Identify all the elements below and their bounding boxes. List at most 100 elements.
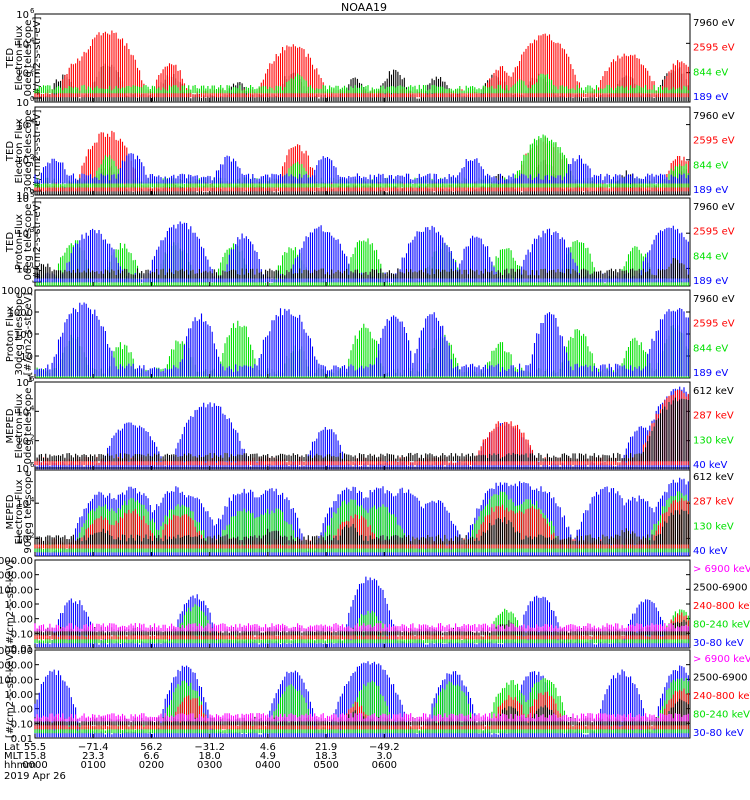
series-black xyxy=(34,258,689,279)
legend-entry: 189 eV xyxy=(693,185,728,196)
x-tick-label: 4.9 xyxy=(260,751,276,762)
panel-7: 0.01 0.10 1.00 10.00 100.00 1000.00 10000.00[#… xyxy=(0,556,750,655)
legend-entry: 130 keV xyxy=(693,521,734,532)
y-tick-label: 1000 xyxy=(8,308,33,319)
legend-entry: 844 eV xyxy=(693,160,728,171)
y-tick-label: 10 xyxy=(16,499,29,510)
x-tick-label: 0600 xyxy=(372,760,397,771)
y-tick-exponent: 2 xyxy=(30,531,34,539)
legend-entry: 80-240 keV xyxy=(693,710,750,721)
y-tick-label: 10 xyxy=(16,464,29,475)
y-tick-label: 10 xyxy=(16,534,29,545)
legend-entry: 2500-6900 xyxy=(693,673,748,684)
x-tick-label: 56.2 xyxy=(140,742,162,753)
y-axis-label: Proton Flux30deg telescope[#/cm2-s-str-e… xyxy=(5,292,34,375)
y-tick-label: 10 xyxy=(16,437,29,448)
legend-entry: 30-80 keV xyxy=(693,728,744,739)
legend-entry: 612 keV xyxy=(693,472,734,483)
y-axis-label: TEDElectron Flux0deg telescope[#/cm2-s-s… xyxy=(5,17,43,100)
plot-frame xyxy=(34,197,691,287)
y-tick-label: 100 xyxy=(14,330,33,341)
y-tick-exponent: 6 xyxy=(30,7,35,15)
series-trace xyxy=(34,623,689,632)
legend-entry: > 6900 keV xyxy=(693,654,750,665)
y-tick-label: 10000.00 xyxy=(0,556,33,567)
series-trace xyxy=(34,153,689,184)
y-tick-label: 10 xyxy=(16,10,29,21)
series-trace xyxy=(34,713,689,722)
y-tick-label: 100.00 xyxy=(0,675,33,686)
y-tick-exponent: 6 xyxy=(30,461,35,469)
legend-entry: 844 eV xyxy=(693,343,728,354)
y-tick-label: 10000.00 xyxy=(0,646,33,657)
plot-frame xyxy=(34,106,691,196)
y-tick-label: 10 xyxy=(16,39,29,50)
y-axis-label-line: TED xyxy=(5,48,16,69)
series-red xyxy=(34,30,689,98)
y-tick-exponent: 4 xyxy=(30,496,35,504)
y-tick-exponent: 2 xyxy=(30,434,34,442)
series-trace xyxy=(34,302,689,377)
y-tick-label: 0.10 xyxy=(11,719,33,730)
legend-entry: 2595 eV xyxy=(693,227,735,238)
x-tick-label: −31.2 xyxy=(194,742,225,753)
series-black xyxy=(34,509,689,545)
series-trace xyxy=(34,509,689,545)
legend-entry: 189 eV xyxy=(693,276,728,287)
x-tick-label: 18.0 xyxy=(199,751,221,762)
legend-entry: 189 eV xyxy=(693,368,728,379)
panel-8: 0.01 0.10 1.00 10.00 100.00 1000.00 10000.00[#… xyxy=(0,646,750,745)
y-axis-label-line: TED xyxy=(5,141,16,162)
y-tick-label: 100.00 xyxy=(0,585,33,596)
legend-entry: 7960 eV xyxy=(693,18,735,29)
y-axis-label-line: 30deg telescope xyxy=(14,292,25,375)
y-tick-label: 10 xyxy=(16,156,29,167)
legend-entry: 130 keV xyxy=(693,435,734,446)
legend-entry: 240-800 keV xyxy=(693,691,750,702)
x-tick-label: 23.3 xyxy=(82,751,104,762)
y-tick-exponent: 2 xyxy=(30,153,34,161)
y-tick-label: 10.00 xyxy=(4,690,33,701)
legend-entry: 7960 eV xyxy=(693,202,735,213)
series-green xyxy=(34,73,689,94)
x-row-label: MLT xyxy=(4,751,24,762)
y-tick-label: 0.10 xyxy=(11,629,33,640)
y-axis-label-line: [#/cm2-s-str-eV] xyxy=(32,201,43,284)
legend-entry: 240-800 keV xyxy=(693,601,750,612)
y-tick-exponent: 0 xyxy=(30,188,34,196)
legend-entry: 7960 eV xyxy=(693,294,735,305)
x-tick-label: 15.8 xyxy=(24,751,46,762)
legend-entry: 189 eV xyxy=(693,92,728,103)
series-magenta xyxy=(34,713,689,722)
legend-entry: 287 keV xyxy=(693,411,734,422)
y-tick-exponent: 3 xyxy=(30,226,34,234)
y-tick-label: 10 xyxy=(16,378,29,389)
y-axis-label-line: 90deg telescope xyxy=(23,470,34,553)
series-trace xyxy=(34,397,689,462)
y-tick-label: 1000.00 xyxy=(0,571,33,582)
legend-entry: 40 keV xyxy=(693,460,727,471)
x-tick-label: −71.4 xyxy=(78,742,109,753)
series-black xyxy=(34,397,689,462)
y-axis-label-line: [#/cm2-s-str-keV] xyxy=(5,560,16,648)
y-axis-label: MEPEDElectron Flux90deg telescope xyxy=(5,470,34,553)
y-tick-label: 10 xyxy=(16,98,29,109)
series-blue xyxy=(34,302,689,377)
y-axis-label-line: Electron Flux xyxy=(14,393,25,458)
legend-entry: 844 eV xyxy=(693,67,728,78)
y-tick-exponent: 4 xyxy=(30,404,35,412)
y-axis-label-line: Electron Flux xyxy=(14,479,25,544)
series-trace xyxy=(34,258,689,279)
y-tick-label: 10 xyxy=(16,69,29,80)
y-tick-label: 10 xyxy=(16,194,29,205)
y-axis-label: [#/cm2-s-str-keV] xyxy=(5,560,16,648)
y-tick-label: 1000.00 xyxy=(0,661,33,672)
x-tick-label: 21.9 xyxy=(315,742,337,753)
legend-entry: > 6900 keV xyxy=(693,564,750,575)
